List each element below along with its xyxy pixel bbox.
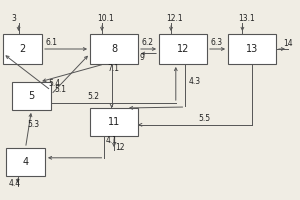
Text: 3: 3 bbox=[11, 14, 16, 23]
Text: 13.1: 13.1 bbox=[238, 14, 255, 23]
Text: 12: 12 bbox=[116, 143, 125, 152]
Text: 6.2: 6.2 bbox=[141, 38, 153, 47]
Text: 4.4: 4.4 bbox=[9, 179, 21, 188]
Text: 13: 13 bbox=[246, 44, 258, 54]
Text: 4.1: 4.1 bbox=[106, 136, 118, 145]
FancyBboxPatch shape bbox=[3, 34, 42, 64]
Text: 14: 14 bbox=[284, 39, 293, 48]
Text: 12: 12 bbox=[177, 44, 189, 54]
Text: 5.4: 5.4 bbox=[48, 79, 60, 88]
Text: 10.1: 10.1 bbox=[98, 14, 114, 23]
Text: 2: 2 bbox=[20, 44, 26, 54]
Text: 7.1: 7.1 bbox=[107, 64, 119, 73]
Text: 8: 8 bbox=[111, 44, 117, 54]
Text: 5.2: 5.2 bbox=[87, 92, 99, 101]
Text: 5: 5 bbox=[28, 91, 34, 101]
FancyBboxPatch shape bbox=[228, 34, 276, 64]
Text: 9: 9 bbox=[140, 53, 144, 62]
FancyBboxPatch shape bbox=[90, 108, 138, 136]
FancyBboxPatch shape bbox=[6, 148, 45, 176]
Text: 6.1: 6.1 bbox=[45, 38, 57, 47]
Text: 11: 11 bbox=[108, 117, 120, 127]
Text: 5.1: 5.1 bbox=[54, 85, 66, 94]
Text: 6.3: 6.3 bbox=[210, 38, 222, 47]
Text: 5.3: 5.3 bbox=[27, 120, 39, 129]
FancyBboxPatch shape bbox=[12, 82, 51, 110]
Text: 5.5: 5.5 bbox=[198, 114, 210, 123]
Text: 12.1: 12.1 bbox=[167, 14, 183, 23]
FancyBboxPatch shape bbox=[159, 34, 207, 64]
Text: 4.3: 4.3 bbox=[188, 77, 200, 86]
Text: 4: 4 bbox=[22, 157, 28, 167]
FancyBboxPatch shape bbox=[90, 34, 138, 64]
